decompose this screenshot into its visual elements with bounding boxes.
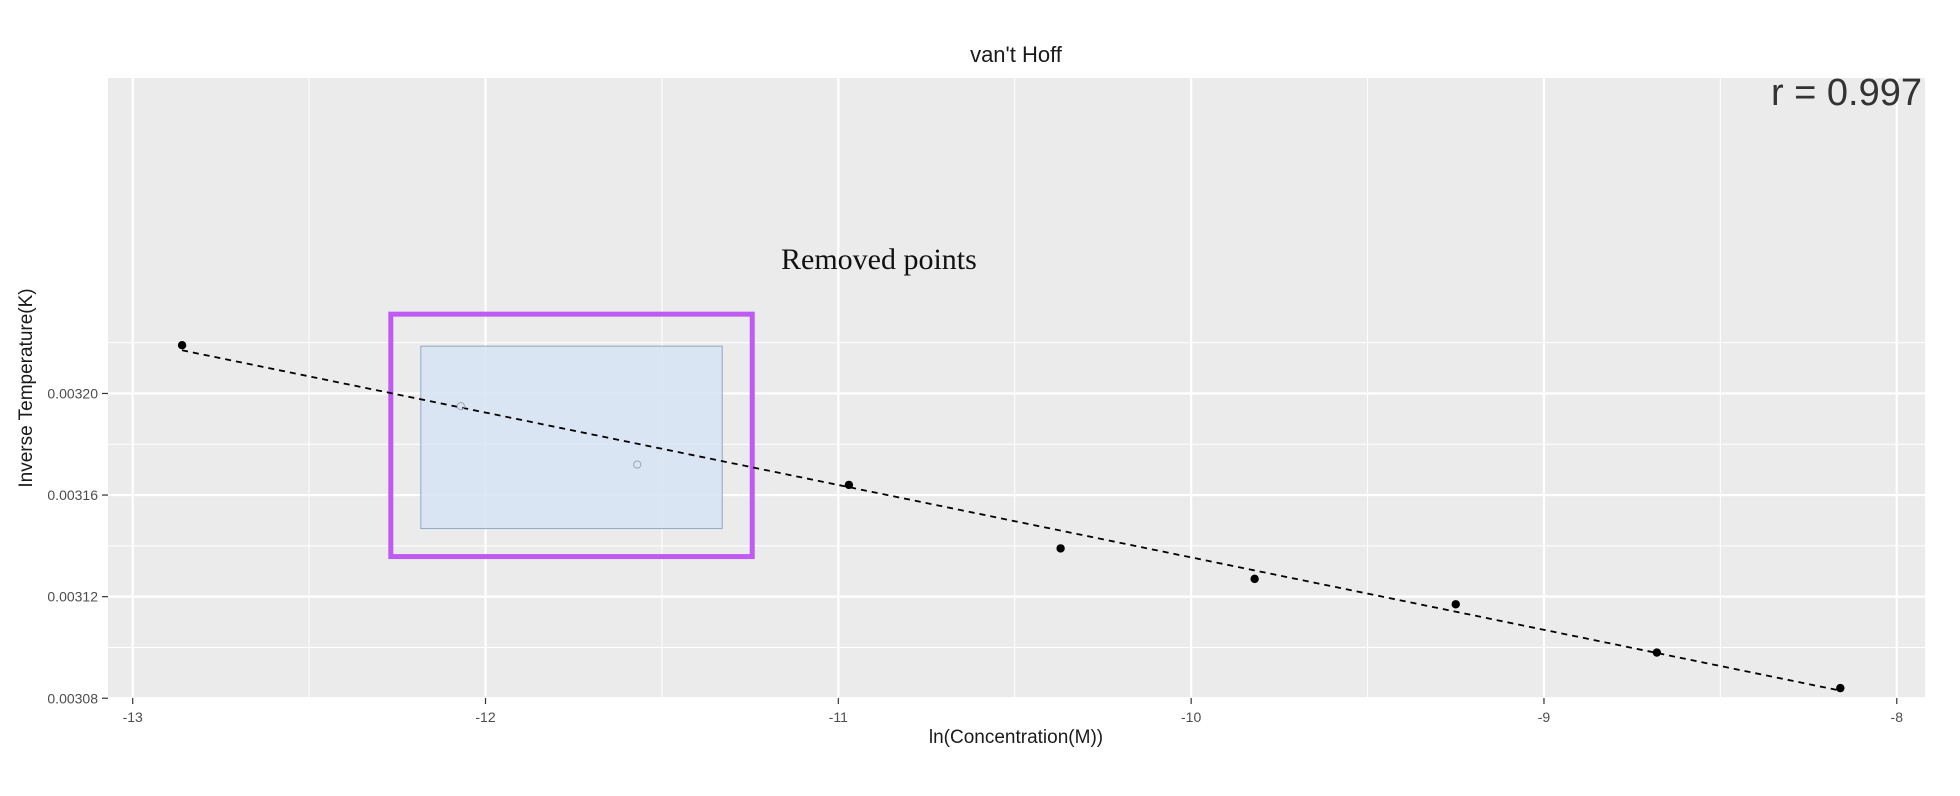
correlation-annotation: r = 0.997 — [1771, 72, 1922, 114]
y-tick-label: 0.00316 — [47, 487, 98, 503]
removed-points-highlight-box — [388, 311, 755, 560]
major-gridlines — [108, 78, 1925, 700]
y-tick-label: 0.00312 — [47, 589, 98, 605]
y-tick-label: 0.00308 — [47, 690, 98, 706]
data-points — [177, 341, 1845, 693]
chart-title: van't Hoff — [970, 42, 1063, 67]
y-axis-ticks: 0.00308 0.00312 0.00316 0.00320 — [47, 385, 108, 706]
minor-gridlines — [108, 78, 1925, 698]
plot-panel — [108, 78, 1925, 698]
removed-data-points — [456, 402, 642, 469]
data-point — [177, 341, 187, 350]
x-tick-label: -11 — [829, 709, 848, 725]
removed-data-point — [456, 402, 465, 411]
data-point — [844, 480, 854, 490]
x-tick-label: -10 — [1181, 709, 1201, 725]
removed-points-region — [388, 311, 755, 560]
data-point — [1056, 544, 1065, 553]
x-axis-ticks: -13 -12 -11 -10 -9 -8 — [123, 698, 1904, 725]
x-tick-label: -9 — [1538, 709, 1551, 725]
removed-points-label: Removed points — [781, 243, 977, 276]
y-axis-title: Inverse Temperature(K) — [16, 288, 37, 487]
data-point — [1250, 574, 1259, 584]
data-point — [1836, 683, 1845, 693]
x-tick-label: -8 — [1891, 709, 1904, 725]
x-axis-title: ln(Concentration(M)) — [929, 727, 1103, 748]
removed-points-shaded-area — [420, 345, 723, 530]
data-point — [1451, 600, 1460, 609]
regression-fit-line — [181, 349, 1841, 692]
x-tick-label: -13 — [123, 709, 143, 725]
removed-data-point — [633, 460, 642, 469]
data-point — [1652, 648, 1662, 657]
y-tick-label: 0.00320 — [47, 385, 98, 401]
x-tick-label: -12 — [475, 709, 495, 725]
